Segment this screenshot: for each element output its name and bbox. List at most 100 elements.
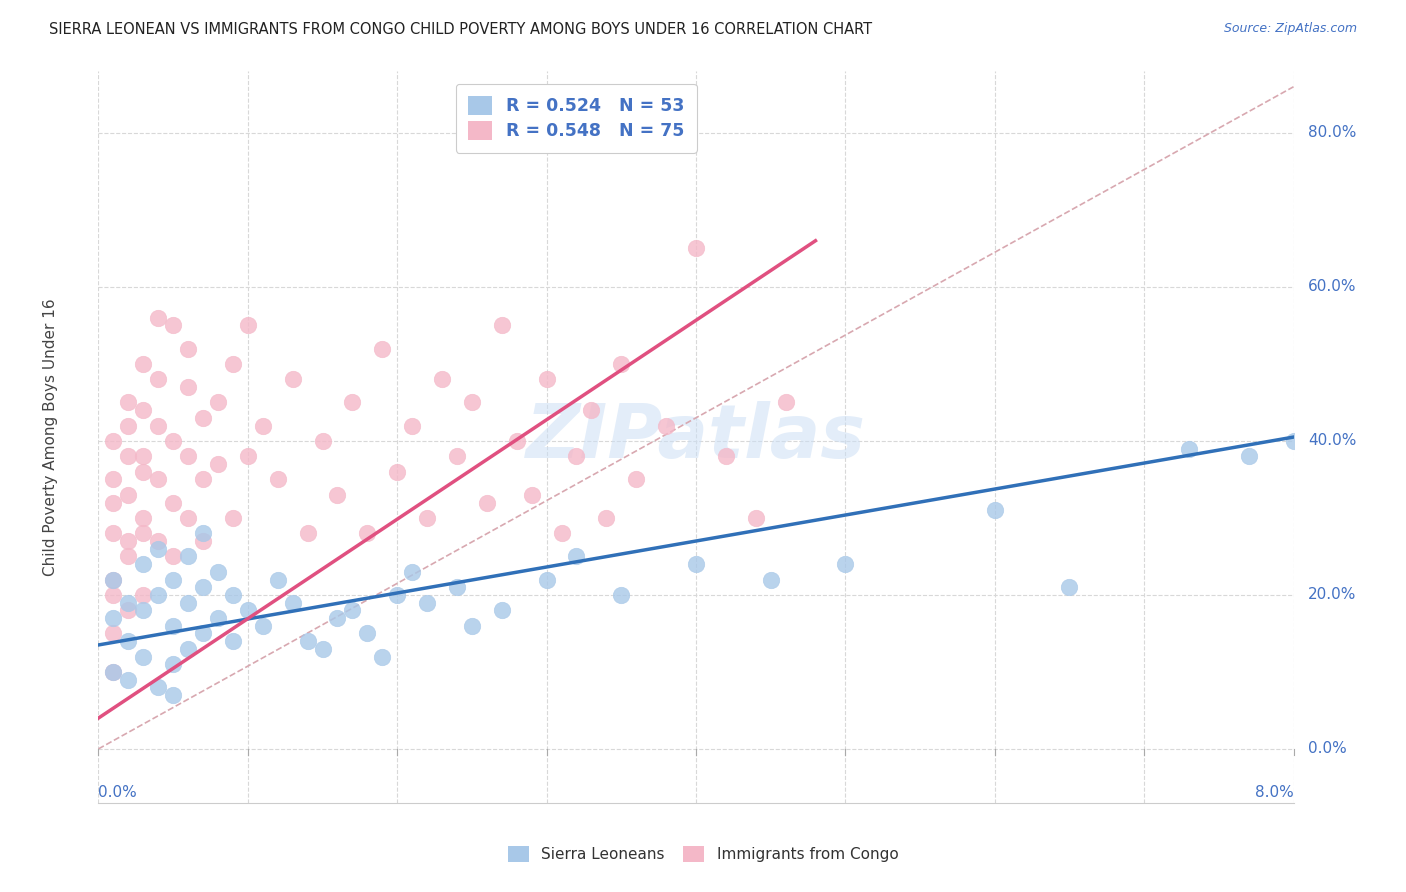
Point xyxy=(416,596,439,610)
Point xyxy=(148,681,170,695)
Point xyxy=(132,603,155,617)
Point xyxy=(461,618,484,632)
Point xyxy=(103,573,125,587)
Point xyxy=(117,673,139,687)
Point xyxy=(207,457,229,471)
Point xyxy=(162,495,184,509)
Point xyxy=(416,511,439,525)
Point xyxy=(117,450,139,464)
Point xyxy=(342,603,364,617)
Point xyxy=(117,603,139,617)
Point xyxy=(222,511,245,525)
Point xyxy=(536,573,558,587)
Point xyxy=(103,588,125,602)
Point xyxy=(491,603,513,617)
Point xyxy=(191,580,214,594)
Point xyxy=(475,495,498,509)
Point xyxy=(1059,580,1081,594)
Point xyxy=(132,403,155,417)
Point xyxy=(103,665,125,679)
Point xyxy=(103,611,125,625)
Point xyxy=(207,565,229,579)
Legend: R = 0.524   N = 53, R = 0.548   N = 75: R = 0.524 N = 53, R = 0.548 N = 75 xyxy=(456,84,697,153)
Point xyxy=(595,511,617,525)
Point xyxy=(148,534,170,549)
Point xyxy=(401,565,423,579)
Point xyxy=(177,549,200,564)
Point xyxy=(117,634,139,648)
Point xyxy=(132,450,155,464)
Point xyxy=(191,626,214,640)
Point xyxy=(297,634,319,648)
Point xyxy=(565,450,588,464)
Point xyxy=(162,549,184,564)
Point xyxy=(103,434,125,448)
Point xyxy=(461,395,484,409)
Point xyxy=(984,503,1007,517)
Point xyxy=(714,450,737,464)
Point xyxy=(745,511,768,525)
Text: 40.0%: 40.0% xyxy=(1308,434,1357,449)
Point xyxy=(177,511,200,525)
Point xyxy=(222,588,245,602)
Point xyxy=(177,450,200,464)
Point xyxy=(222,357,245,371)
Point xyxy=(177,596,200,610)
Point xyxy=(148,418,170,433)
Point xyxy=(371,649,394,664)
Point xyxy=(236,603,259,617)
Point xyxy=(385,465,409,479)
Point xyxy=(132,357,155,371)
Point xyxy=(132,557,155,571)
Point xyxy=(103,495,125,509)
Legend: Sierra Leoneans, Immigrants from Congo: Sierra Leoneans, Immigrants from Congo xyxy=(502,840,904,868)
Point xyxy=(222,634,245,648)
Point xyxy=(685,557,707,571)
Point xyxy=(506,434,529,448)
Point xyxy=(117,395,139,409)
Point xyxy=(446,450,468,464)
Point xyxy=(1178,442,1201,456)
Text: 8.0%: 8.0% xyxy=(1254,786,1294,800)
Point xyxy=(117,534,139,549)
Point xyxy=(446,580,468,594)
Point xyxy=(191,410,214,425)
Point xyxy=(148,472,170,486)
Point xyxy=(252,418,274,433)
Point xyxy=(281,372,304,386)
Text: Source: ZipAtlas.com: Source: ZipAtlas.com xyxy=(1223,22,1357,36)
Point xyxy=(117,596,139,610)
Point xyxy=(117,418,139,433)
Point xyxy=(132,649,155,664)
Point xyxy=(177,342,200,356)
Point xyxy=(162,657,184,672)
Point xyxy=(520,488,543,502)
Point xyxy=(191,526,214,541)
Point xyxy=(191,472,214,486)
Point xyxy=(207,611,229,625)
Point xyxy=(610,357,633,371)
Point xyxy=(311,434,333,448)
Point xyxy=(207,395,229,409)
Point xyxy=(191,534,214,549)
Point xyxy=(685,242,707,256)
Text: 0.0%: 0.0% xyxy=(1308,741,1347,756)
Point xyxy=(550,526,572,541)
Point xyxy=(177,380,200,394)
Point xyxy=(371,342,394,356)
Point xyxy=(236,450,259,464)
Point xyxy=(162,688,184,702)
Point xyxy=(267,472,290,486)
Point xyxy=(491,318,513,333)
Point xyxy=(297,526,319,541)
Point xyxy=(536,372,558,386)
Point xyxy=(162,318,184,333)
Point xyxy=(132,526,155,541)
Point xyxy=(385,588,409,602)
Point xyxy=(117,488,139,502)
Point xyxy=(565,549,588,564)
Point xyxy=(236,318,259,333)
Point xyxy=(356,526,378,541)
Point xyxy=(430,372,453,386)
Point xyxy=(132,511,155,525)
